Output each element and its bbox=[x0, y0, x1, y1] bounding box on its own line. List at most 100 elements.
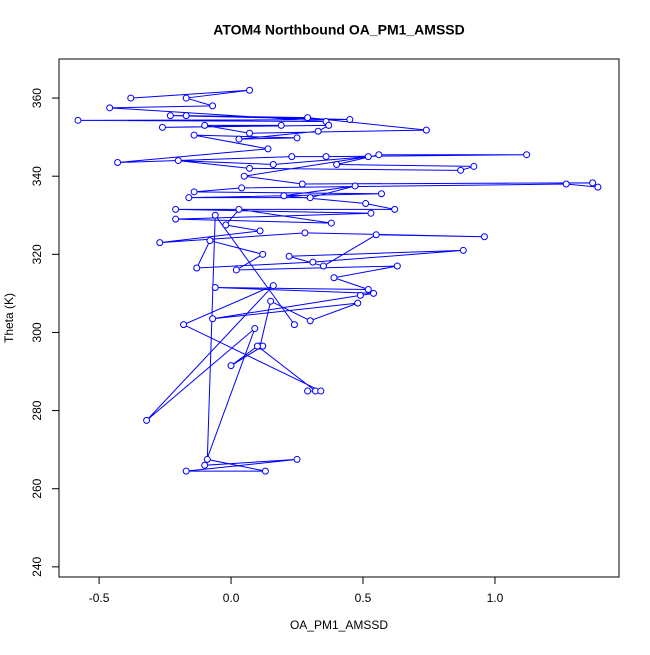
y-tick-label: 320 bbox=[30, 244, 44, 264]
data-point bbox=[523, 151, 531, 159]
data-point bbox=[293, 455, 301, 463]
data-point bbox=[589, 179, 597, 187]
data-point bbox=[288, 153, 296, 161]
data-point bbox=[280, 192, 288, 200]
y-tick-label: 280 bbox=[30, 400, 44, 420]
data-point bbox=[298, 180, 306, 188]
data-point bbox=[240, 172, 248, 180]
data-point bbox=[317, 387, 325, 395]
y-tick-label: 360 bbox=[30, 88, 44, 108]
data-point bbox=[74, 116, 82, 124]
data-point bbox=[354, 299, 362, 307]
chart-title: ATOM4 Northbound OA_PM1_AMSSD bbox=[213, 22, 465, 38]
x-tick-label: 0.5 bbox=[355, 591, 372, 605]
data-point bbox=[209, 315, 217, 323]
data-point bbox=[370, 289, 378, 297]
data-point bbox=[182, 467, 190, 475]
data-point bbox=[594, 183, 602, 191]
data-point bbox=[285, 252, 293, 260]
data-point bbox=[211, 284, 219, 292]
data-point bbox=[190, 131, 198, 139]
data-point bbox=[391, 205, 399, 213]
data-point bbox=[261, 467, 269, 475]
data-point bbox=[166, 112, 174, 120]
data-point bbox=[114, 159, 122, 167]
data-point bbox=[306, 317, 314, 325]
data-point bbox=[346, 116, 354, 124]
data-point bbox=[182, 94, 190, 102]
data-point bbox=[206, 237, 214, 245]
data-point bbox=[304, 114, 312, 122]
data-point bbox=[211, 211, 219, 219]
data-point bbox=[309, 258, 317, 266]
data-point bbox=[293, 134, 301, 142]
data-point bbox=[106, 104, 114, 112]
data-point bbox=[209, 102, 217, 110]
data-point bbox=[259, 250, 267, 258]
x-tick-label: 1.0 bbox=[487, 591, 504, 605]
data-point bbox=[193, 264, 201, 272]
data-point bbox=[372, 231, 380, 239]
data-point bbox=[422, 126, 430, 134]
data-point bbox=[356, 291, 364, 299]
data-point bbox=[174, 157, 182, 165]
data-point bbox=[127, 94, 135, 102]
y-tick-label: 340 bbox=[30, 166, 44, 186]
data-point bbox=[143, 416, 151, 424]
y-tick-label: 260 bbox=[30, 478, 44, 498]
data-point bbox=[172, 215, 180, 223]
data-point bbox=[393, 262, 401, 270]
data-point bbox=[253, 342, 261, 350]
data-point bbox=[269, 282, 277, 290]
data-point bbox=[470, 162, 478, 170]
data-point bbox=[333, 160, 341, 168]
data-point bbox=[235, 135, 243, 143]
data-point bbox=[232, 266, 240, 274]
data-point bbox=[314, 127, 322, 135]
data-point bbox=[375, 151, 383, 159]
data-point bbox=[267, 297, 275, 305]
data-point bbox=[182, 112, 190, 120]
data-point bbox=[367, 209, 375, 217]
x-tick-label: 0.0 bbox=[223, 591, 240, 605]
data-point bbox=[377, 190, 385, 198]
y-tick-label: 300 bbox=[30, 322, 44, 342]
data-point bbox=[246, 129, 254, 137]
data-point bbox=[156, 239, 164, 247]
data-point bbox=[180, 321, 188, 329]
x-tick-label: -0.5 bbox=[89, 591, 110, 605]
data-point bbox=[201, 461, 209, 469]
data-point bbox=[264, 145, 272, 153]
data-point bbox=[306, 194, 314, 202]
y-tick-label: 240 bbox=[30, 557, 44, 577]
data-point bbox=[364, 153, 372, 161]
data-point bbox=[330, 274, 338, 282]
data-point bbox=[246, 164, 254, 172]
data-point bbox=[203, 455, 211, 463]
data-point bbox=[319, 262, 327, 270]
data-point bbox=[222, 221, 230, 229]
data-point bbox=[480, 233, 488, 241]
data-point bbox=[235, 205, 243, 213]
x-axis-label: OA_PM1_AMSSD bbox=[290, 618, 388, 632]
data-point bbox=[277, 121, 285, 129]
data-point bbox=[457, 166, 465, 174]
data-point bbox=[459, 246, 467, 254]
data-point bbox=[562, 180, 570, 188]
data-point bbox=[251, 325, 259, 333]
data-point bbox=[325, 121, 333, 129]
data-point bbox=[364, 285, 372, 293]
data-point bbox=[238, 184, 246, 192]
data-point bbox=[290, 321, 298, 329]
data-point bbox=[256, 227, 264, 235]
data-point bbox=[190, 188, 198, 196]
data-point bbox=[362, 200, 370, 208]
data-point bbox=[158, 123, 166, 131]
data-point bbox=[322, 153, 330, 161]
y-axis-label: Theta (K) bbox=[2, 293, 16, 343]
data-point bbox=[269, 160, 277, 168]
data-point bbox=[301, 229, 309, 237]
data-point bbox=[304, 387, 312, 395]
